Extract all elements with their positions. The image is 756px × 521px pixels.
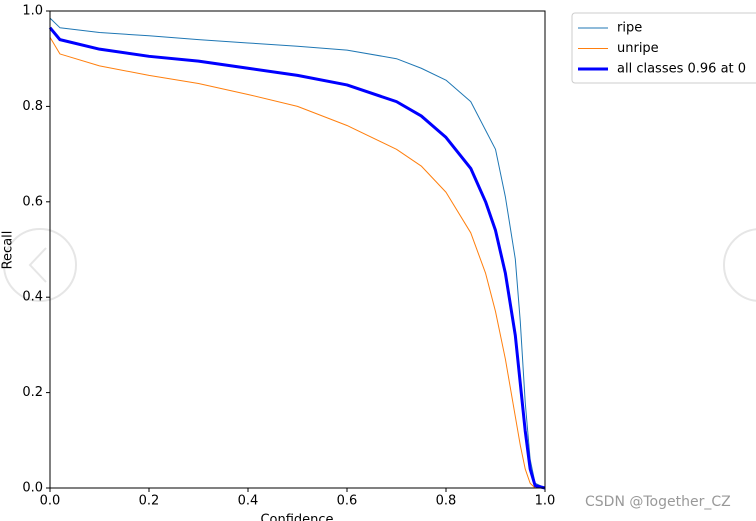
legend-label: unripe [617,41,659,56]
y-tick-label: 0.6 [22,194,43,209]
y-tick-label: 0.4 [22,290,43,305]
legend-label: all classes 0.96 at 0 [617,62,746,77]
y-tick-label: 0.0 [22,481,43,496]
x-tick-label: 0.2 [139,494,160,509]
y-tick-label: 1.0 [22,4,43,19]
x-axis-label: Confidence [260,513,333,521]
nav-icons [3,228,756,302]
x-tick-label: 0.4 [238,494,259,509]
y-axis-label: Recall [1,231,16,270]
prev-icon[interactable] [3,228,77,302]
x-tick-label: 0.6 [337,494,358,509]
series-line [49,17,546,489]
x-tick-label: 0.8 [436,494,457,509]
legend-label: ripe [617,21,642,36]
next-icon[interactable] [723,228,756,302]
watermark: CSDN @Together_CZ [585,494,731,510]
x-tick-label: 1.0 [535,494,556,509]
prev-arrow [28,247,47,283]
series-line [48,26,546,490]
series-line [49,36,545,489]
legend-box [571,12,756,84]
y-tick-label: 0.2 [22,385,43,400]
plot-frame [49,10,546,489]
y-tick-label: 0.8 [22,99,43,114]
x-tick-label: 0.0 [40,494,61,509]
